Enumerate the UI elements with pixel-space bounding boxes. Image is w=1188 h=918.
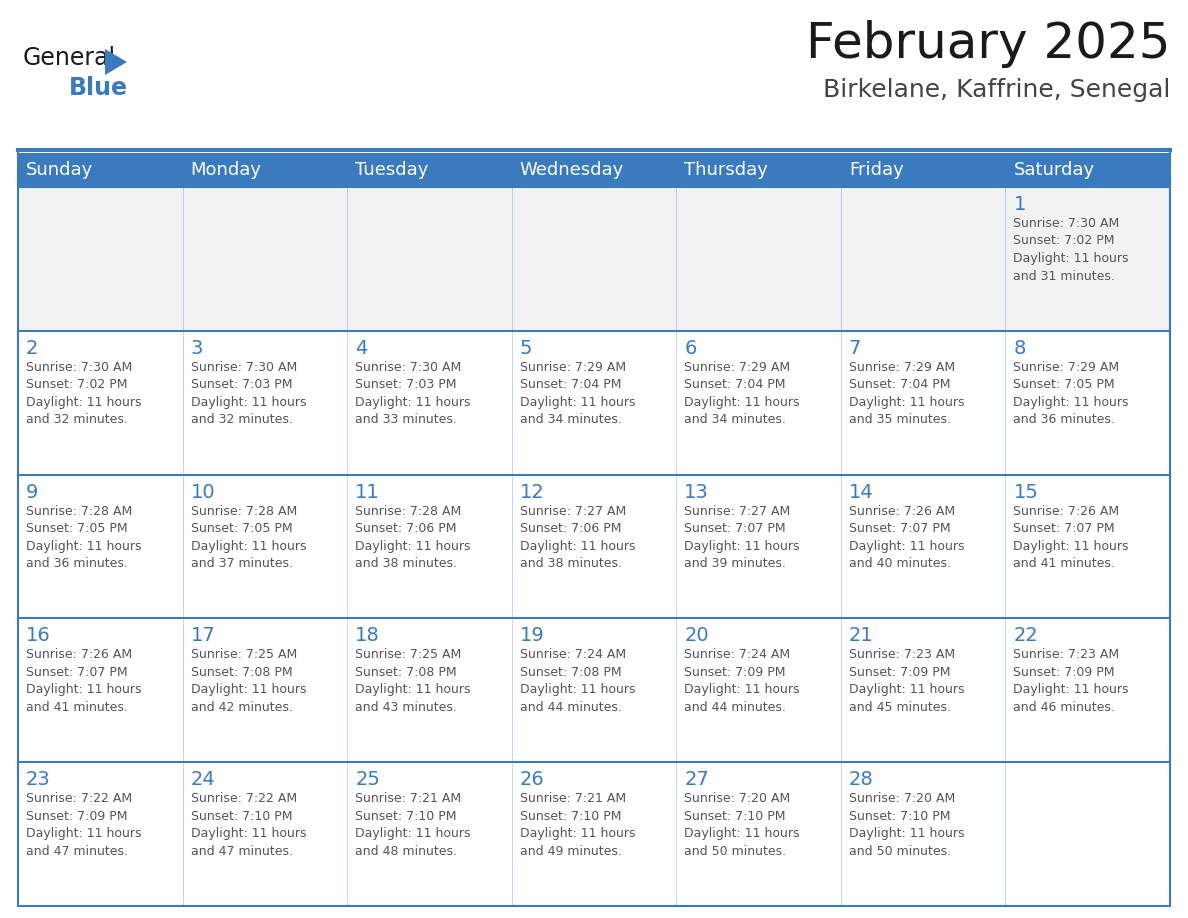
Text: 23: 23: [26, 770, 51, 789]
Text: 9: 9: [26, 483, 38, 501]
Text: Tuesday: Tuesday: [355, 161, 429, 179]
Text: 10: 10: [190, 483, 215, 501]
Text: Sunrise: 7:28 AM
Sunset: 7:05 PM
Daylight: 11 hours
and 36 minutes.: Sunrise: 7:28 AM Sunset: 7:05 PM Dayligh…: [26, 505, 141, 570]
Text: Sunrise: 7:20 AM
Sunset: 7:10 PM
Daylight: 11 hours
and 50 minutes.: Sunrise: 7:20 AM Sunset: 7:10 PM Dayligh…: [684, 792, 800, 857]
Text: Sunrise: 7:30 AM
Sunset: 7:03 PM
Daylight: 11 hours
and 32 minutes.: Sunrise: 7:30 AM Sunset: 7:03 PM Dayligh…: [190, 361, 307, 426]
Text: 3: 3: [190, 339, 203, 358]
Bar: [18, 330, 1170, 475]
Text: Sunrise: 7:21 AM
Sunset: 7:10 PM
Daylight: 11 hours
and 49 minutes.: Sunrise: 7:21 AM Sunset: 7:10 PM Dayligh…: [519, 792, 636, 857]
Bar: [18, 762, 1170, 906]
Polygon shape: [105, 49, 127, 75]
Text: 21: 21: [849, 626, 873, 645]
Text: 4: 4: [355, 339, 367, 358]
Text: 16: 16: [26, 626, 51, 645]
Text: 14: 14: [849, 483, 873, 501]
Text: Sunrise: 7:22 AM
Sunset: 7:10 PM
Daylight: 11 hours
and 47 minutes.: Sunrise: 7:22 AM Sunset: 7:10 PM Dayligh…: [190, 792, 307, 857]
Text: Blue: Blue: [69, 76, 128, 100]
Text: Saturday: Saturday: [1013, 161, 1094, 179]
Text: Sunrise: 7:24 AM
Sunset: 7:08 PM
Daylight: 11 hours
and 44 minutes.: Sunrise: 7:24 AM Sunset: 7:08 PM Dayligh…: [519, 648, 636, 714]
Bar: [18, 475, 1170, 619]
Text: Sunrise: 7:30 AM
Sunset: 7:03 PM
Daylight: 11 hours
and 33 minutes.: Sunrise: 7:30 AM Sunset: 7:03 PM Dayligh…: [355, 361, 470, 426]
Text: 11: 11: [355, 483, 380, 501]
Text: 26: 26: [519, 770, 544, 789]
Text: Sunrise: 7:26 AM
Sunset: 7:07 PM
Daylight: 11 hours
and 40 minutes.: Sunrise: 7:26 AM Sunset: 7:07 PM Dayligh…: [849, 505, 965, 570]
Text: 18: 18: [355, 626, 380, 645]
Text: 13: 13: [684, 483, 709, 501]
Text: 28: 28: [849, 770, 873, 789]
Text: Sunrise: 7:29 AM
Sunset: 7:04 PM
Daylight: 11 hours
and 35 minutes.: Sunrise: 7:29 AM Sunset: 7:04 PM Dayligh…: [849, 361, 965, 426]
Text: 15: 15: [1013, 483, 1038, 501]
Text: Sunrise: 7:26 AM
Sunset: 7:07 PM
Daylight: 11 hours
and 41 minutes.: Sunrise: 7:26 AM Sunset: 7:07 PM Dayligh…: [26, 648, 141, 714]
Text: Sunrise: 7:23 AM
Sunset: 7:09 PM
Daylight: 11 hours
and 46 minutes.: Sunrise: 7:23 AM Sunset: 7:09 PM Dayligh…: [1013, 648, 1129, 714]
Text: Sunrise: 7:20 AM
Sunset: 7:10 PM
Daylight: 11 hours
and 50 minutes.: Sunrise: 7:20 AM Sunset: 7:10 PM Dayligh…: [849, 792, 965, 857]
Text: Thursday: Thursday: [684, 161, 769, 179]
Text: Sunrise: 7:29 AM
Sunset: 7:05 PM
Daylight: 11 hours
and 36 minutes.: Sunrise: 7:29 AM Sunset: 7:05 PM Dayligh…: [1013, 361, 1129, 426]
Text: Sunrise: 7:30 AM
Sunset: 7:02 PM
Daylight: 11 hours
and 31 minutes.: Sunrise: 7:30 AM Sunset: 7:02 PM Dayligh…: [1013, 217, 1129, 283]
Text: Monday: Monday: [190, 161, 261, 179]
Text: Sunday: Sunday: [26, 161, 93, 179]
Text: Birkelane, Kaffrine, Senegal: Birkelane, Kaffrine, Senegal: [822, 78, 1170, 102]
Text: 24: 24: [190, 770, 215, 789]
Bar: [18, 187, 1170, 330]
Text: Sunrise: 7:29 AM
Sunset: 7:04 PM
Daylight: 11 hours
and 34 minutes.: Sunrise: 7:29 AM Sunset: 7:04 PM Dayligh…: [684, 361, 800, 426]
Text: 2: 2: [26, 339, 38, 358]
Text: 17: 17: [190, 626, 215, 645]
Text: Sunrise: 7:27 AM
Sunset: 7:06 PM
Daylight: 11 hours
and 38 minutes.: Sunrise: 7:27 AM Sunset: 7:06 PM Dayligh…: [519, 505, 636, 570]
Text: 12: 12: [519, 483, 544, 501]
Text: 7: 7: [849, 339, 861, 358]
Text: Sunrise: 7:25 AM
Sunset: 7:08 PM
Daylight: 11 hours
and 43 minutes.: Sunrise: 7:25 AM Sunset: 7:08 PM Dayligh…: [355, 648, 470, 714]
Text: 20: 20: [684, 626, 709, 645]
Text: 1: 1: [1013, 195, 1025, 214]
Text: Sunrise: 7:28 AM
Sunset: 7:06 PM
Daylight: 11 hours
and 38 minutes.: Sunrise: 7:28 AM Sunset: 7:06 PM Dayligh…: [355, 505, 470, 570]
Text: 22: 22: [1013, 626, 1038, 645]
Text: 19: 19: [519, 626, 544, 645]
Text: 8: 8: [1013, 339, 1025, 358]
Text: Sunrise: 7:27 AM
Sunset: 7:07 PM
Daylight: 11 hours
and 39 minutes.: Sunrise: 7:27 AM Sunset: 7:07 PM Dayligh…: [684, 505, 800, 570]
Text: Sunrise: 7:25 AM
Sunset: 7:08 PM
Daylight: 11 hours
and 42 minutes.: Sunrise: 7:25 AM Sunset: 7:08 PM Dayligh…: [190, 648, 307, 714]
Text: Sunrise: 7:26 AM
Sunset: 7:07 PM
Daylight: 11 hours
and 41 minutes.: Sunrise: 7:26 AM Sunset: 7:07 PM Dayligh…: [1013, 505, 1129, 570]
Text: Sunrise: 7:23 AM
Sunset: 7:09 PM
Daylight: 11 hours
and 45 minutes.: Sunrise: 7:23 AM Sunset: 7:09 PM Dayligh…: [849, 648, 965, 714]
Text: 5: 5: [519, 339, 532, 358]
Text: 27: 27: [684, 770, 709, 789]
Text: 6: 6: [684, 339, 696, 358]
Bar: [18, 619, 1170, 762]
Text: Friday: Friday: [849, 161, 904, 179]
Bar: [18, 153, 1170, 187]
Text: Sunrise: 7:29 AM
Sunset: 7:04 PM
Daylight: 11 hours
and 34 minutes.: Sunrise: 7:29 AM Sunset: 7:04 PM Dayligh…: [519, 361, 636, 426]
Text: Wednesday: Wednesday: [519, 161, 624, 179]
Text: Sunrise: 7:28 AM
Sunset: 7:05 PM
Daylight: 11 hours
and 37 minutes.: Sunrise: 7:28 AM Sunset: 7:05 PM Dayligh…: [190, 505, 307, 570]
Text: Sunrise: 7:30 AM
Sunset: 7:02 PM
Daylight: 11 hours
and 32 minutes.: Sunrise: 7:30 AM Sunset: 7:02 PM Dayligh…: [26, 361, 141, 426]
Text: Sunrise: 7:22 AM
Sunset: 7:09 PM
Daylight: 11 hours
and 47 minutes.: Sunrise: 7:22 AM Sunset: 7:09 PM Dayligh…: [26, 792, 141, 857]
Text: 25: 25: [355, 770, 380, 789]
Text: General: General: [23, 46, 116, 70]
Text: February 2025: February 2025: [805, 20, 1170, 68]
Text: Sunrise: 7:24 AM
Sunset: 7:09 PM
Daylight: 11 hours
and 44 minutes.: Sunrise: 7:24 AM Sunset: 7:09 PM Dayligh…: [684, 648, 800, 714]
Text: Sunrise: 7:21 AM
Sunset: 7:10 PM
Daylight: 11 hours
and 48 minutes.: Sunrise: 7:21 AM Sunset: 7:10 PM Dayligh…: [355, 792, 470, 857]
